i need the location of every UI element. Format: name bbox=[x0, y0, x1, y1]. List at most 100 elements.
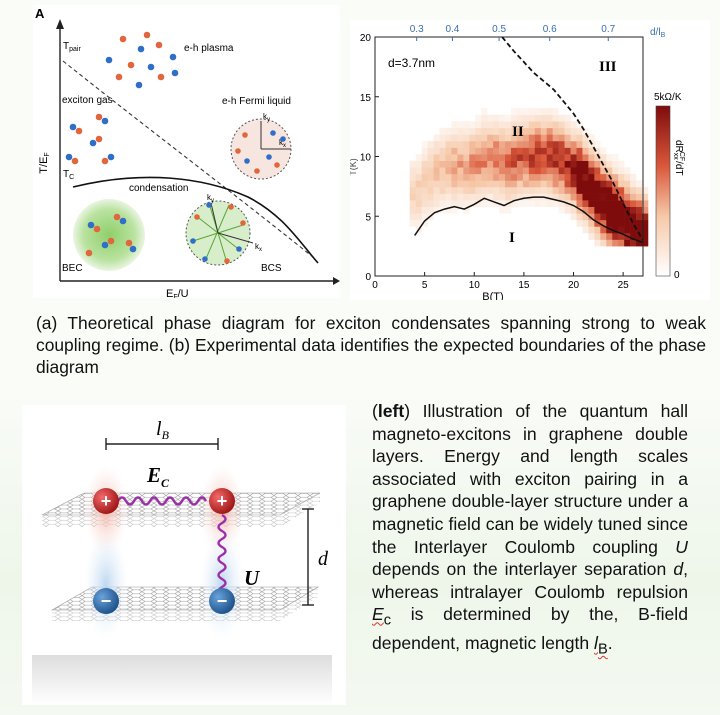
heatmap-cell bbox=[445, 154, 452, 161]
heatmap-cell bbox=[606, 160, 613, 168]
heatmap-cell bbox=[552, 180, 559, 188]
heatmap-cell bbox=[421, 167, 428, 175]
heatmap-cell bbox=[475, 127, 482, 135]
heatmap-cell bbox=[570, 154, 577, 161]
heatmap-cell bbox=[510, 147, 518, 155]
heatmap-cell bbox=[493, 114, 500, 122]
heatmap-cell bbox=[469, 186, 476, 194]
heatmap-cell bbox=[451, 134, 458, 142]
heatmap-cell bbox=[451, 160, 458, 168]
heatmap-cell bbox=[499, 154, 506, 161]
region-iii-label: III bbox=[599, 59, 617, 75]
heatmap-cell bbox=[439, 167, 446, 175]
heatmap-cell bbox=[576, 147, 583, 155]
heatmap-cell bbox=[499, 173, 506, 181]
heatmap-cell bbox=[534, 160, 542, 168]
panel-b-heatmap: 0 5 10 15 20 25 0 5 10 15 20 0.3 0.4 0.5 0.6 0.7 d/lB… bbox=[348, 20, 710, 303]
heatmap-cell bbox=[546, 140, 553, 148]
heatmap-cell bbox=[624, 206, 631, 214]
heatmap-cell bbox=[522, 114, 530, 122]
heatmap-cell bbox=[516, 180, 524, 188]
heatmap-cell bbox=[457, 127, 464, 135]
heatmap-cell bbox=[445, 167, 452, 175]
heatmap-cell bbox=[534, 114, 542, 122]
lb-label: lB bbox=[156, 418, 170, 442]
heatmap-cell bbox=[630, 200, 637, 207]
heatmap-cell bbox=[546, 114, 553, 122]
heatmap-cell bbox=[457, 167, 464, 175]
heatmap-cell bbox=[600, 226, 607, 234]
heatmap-cell bbox=[588, 160, 595, 168]
heatmap-cell bbox=[463, 193, 470, 201]
heatmap-cell bbox=[499, 121, 506, 129]
heatmap-cell bbox=[528, 186, 536, 194]
heatmap-cell bbox=[534, 200, 542, 207]
top-tick-label: 0.5 bbox=[492, 24, 506, 35]
heatmap-cell bbox=[564, 186, 571, 194]
heatmap-cell bbox=[522, 160, 530, 168]
exciton-gas-particles bbox=[65, 113, 115, 165]
heatmap-cell bbox=[612, 193, 619, 201]
heatmap-cell bbox=[475, 186, 482, 194]
panel-a-label: A bbox=[35, 6, 45, 21]
heatmap-cell bbox=[487, 180, 494, 188]
heatmap-cell bbox=[439, 200, 446, 207]
heatmap-cell bbox=[564, 127, 571, 135]
heatmap-cell bbox=[612, 219, 619, 227]
heatmap-cell bbox=[558, 127, 565, 135]
heatmap-cell bbox=[576, 206, 583, 214]
heatmap-cell bbox=[576, 180, 583, 188]
heatmap-cell bbox=[528, 167, 536, 175]
heatmap-cell bbox=[516, 108, 524, 115]
heatmap-cell bbox=[552, 167, 559, 175]
heatmap-cell bbox=[433, 193, 440, 201]
heatmap-cell bbox=[469, 154, 476, 161]
heatmap-cell bbox=[481, 114, 488, 122]
heatmap-cell bbox=[421, 173, 428, 181]
heatmap-cell bbox=[481, 200, 488, 207]
heatmap-cell bbox=[433, 200, 440, 207]
y-ticks: 0 5 10 15 20 bbox=[360, 33, 379, 283]
heatmap-cell bbox=[630, 219, 637, 227]
heatmap-cell bbox=[445, 160, 452, 168]
heatmap-cell bbox=[582, 186, 589, 194]
heatmap-cell bbox=[534, 180, 542, 188]
heatmap-cell bbox=[493, 147, 500, 155]
heatmap-cell bbox=[528, 108, 536, 115]
heatmap-cell bbox=[528, 173, 536, 181]
heatmap-cell bbox=[612, 180, 619, 188]
heatmap-cell bbox=[588, 200, 595, 207]
heatmap-cell bbox=[594, 186, 601, 194]
electron-bottom-right bbox=[209, 588, 235, 614]
svg-text:kx: kx bbox=[279, 138, 286, 149]
heatmap-cell bbox=[463, 173, 470, 181]
x-axis-title: B(T) bbox=[482, 291, 503, 300]
heatmap-cell bbox=[630, 239, 637, 247]
ec-wave bbox=[116, 496, 208, 506]
heatmap-cell bbox=[624, 173, 631, 181]
heatmap-cell bbox=[618, 213, 625, 221]
heatmap-cell bbox=[594, 147, 601, 155]
heatmap-cell bbox=[510, 121, 518, 129]
heatmap-cell bbox=[487, 121, 494, 129]
heatmap-cell bbox=[481, 173, 488, 181]
heatmap-cell bbox=[642, 193, 649, 201]
heatmap-cell bbox=[558, 180, 565, 188]
heatmap-cell bbox=[546, 200, 553, 207]
top-tick-label: 0.7 bbox=[601, 24, 615, 35]
heatmap-cell bbox=[421, 147, 428, 155]
heatmap-cell bbox=[630, 206, 637, 214]
heatmap-cell bbox=[409, 180, 416, 188]
heatmap-cell bbox=[534, 127, 542, 135]
heatmap-cell bbox=[528, 121, 536, 129]
y-axis-label: T/EF bbox=[38, 152, 51, 173]
heatmap-cell bbox=[505, 140, 512, 148]
heatmap-cell bbox=[570, 147, 577, 155]
heatmap-cell bbox=[552, 193, 559, 201]
heatmap-cell bbox=[475, 147, 482, 155]
heatmap-cell bbox=[439, 160, 446, 168]
heatmap-cell bbox=[427, 173, 434, 181]
heatmap-cell bbox=[606, 167, 613, 175]
heatmap-cell bbox=[600, 239, 607, 247]
heatmap-cell bbox=[546, 186, 553, 194]
